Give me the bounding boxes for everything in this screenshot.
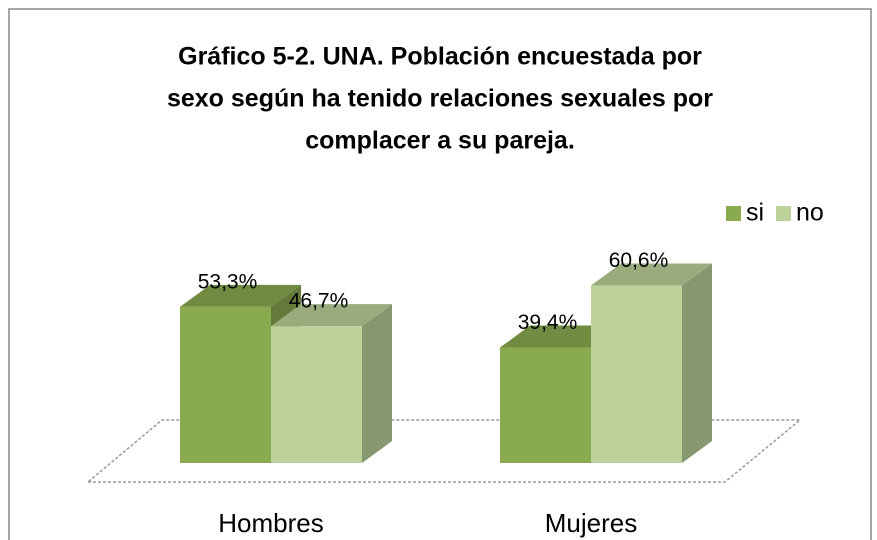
x-tick-label: Mujeres xyxy=(545,508,637,538)
bar-side xyxy=(362,304,392,463)
bar-top xyxy=(500,325,621,348)
bar-front xyxy=(180,306,271,463)
bar-front xyxy=(500,347,591,463)
chart-title: Gráfico 5-2. UNA. Población encuestada p… xyxy=(178,43,702,71)
bar-side xyxy=(682,263,712,463)
x-tick-label: Hombres xyxy=(218,508,323,538)
data-label: 60,6% xyxy=(609,249,669,272)
chart-border xyxy=(8,8,872,540)
bar-front xyxy=(271,326,362,463)
bar-top xyxy=(591,263,712,286)
chart-title: sexo según ha tenido relaciones sexuales… xyxy=(167,85,713,113)
bar-front xyxy=(591,285,682,463)
bar-top xyxy=(180,284,301,307)
chart-title: complacer a su pareja. xyxy=(305,127,575,155)
legend-label: si xyxy=(746,199,764,227)
bar xyxy=(271,304,392,463)
data-label: 53,3% xyxy=(198,270,258,293)
legend-swatch xyxy=(726,206,741,221)
bar xyxy=(591,263,712,463)
legend-swatch xyxy=(776,206,791,221)
data-label: 46,7% xyxy=(289,290,349,313)
data-label: 39,4% xyxy=(518,311,578,334)
legend-label: no xyxy=(796,199,824,227)
bar-top xyxy=(271,304,392,327)
